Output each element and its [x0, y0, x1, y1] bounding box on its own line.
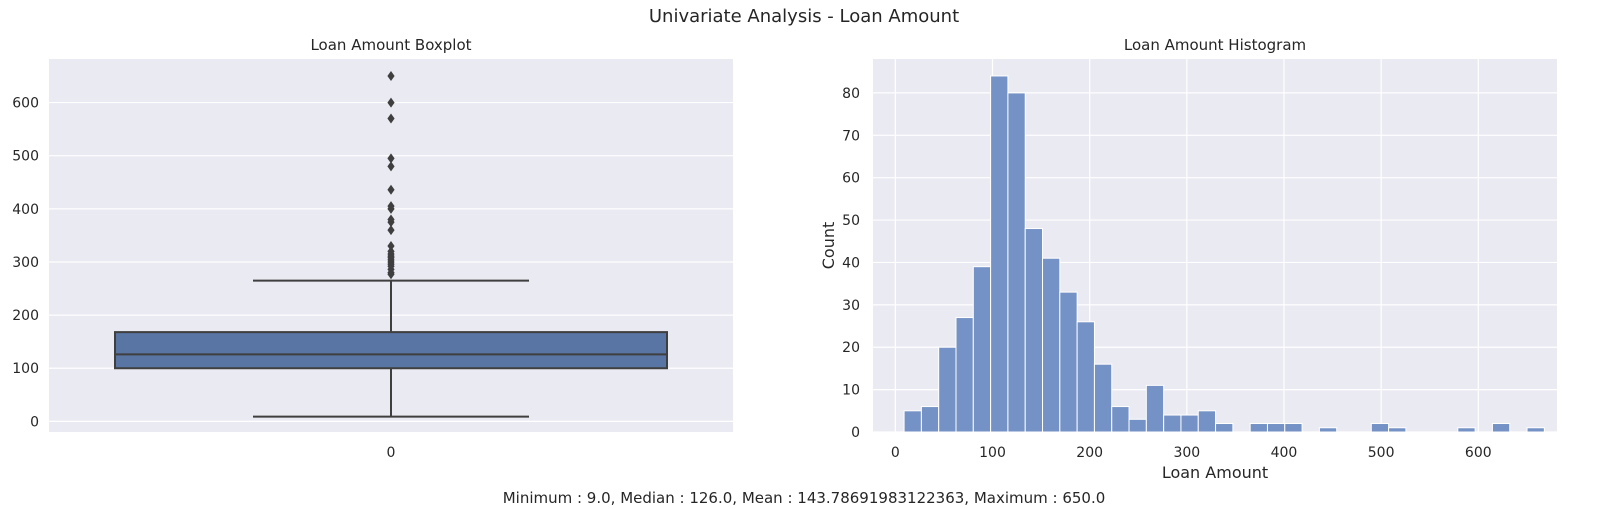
boxplot-outlier-point — [387, 161, 395, 172]
histogram-bar — [1388, 427, 1407, 433]
histogram-x-tick-label: 0 — [891, 445, 900, 461]
boxplot-marks — [114, 71, 668, 418]
boxplot-outlier-point — [387, 269, 395, 280]
boxplot-y-tick-labels: 0 100 200 300 400 500 600 — [12, 96, 39, 431]
histogram-bar — [1180, 414, 1199, 433]
histogram-bar — [1128, 418, 1147, 433]
boxplot-title: Loan Amount Boxplot — [310, 36, 471, 54]
histogram-y-tick-label: 70 — [842, 128, 860, 144]
histogram-bar — [1007, 92, 1026, 433]
histogram-y-tick-label: 60 — [842, 171, 860, 187]
histogram-bar — [938, 346, 957, 433]
histogram-bar — [1024, 228, 1044, 433]
histogram-bar — [1145, 384, 1165, 433]
boxplot-y-tick-label: 0 — [30, 414, 39, 430]
boxplot-y-tick-label: 200 — [12, 308, 39, 324]
histogram-y-tick-labels: 0 10 20 30 40 50 60 70 80 — [842, 86, 860, 441]
histogram-bar — [1093, 363, 1113, 433]
histogram-x-tick-label: 300 — [1173, 445, 1200, 461]
histogram-bars — [903, 75, 1545, 433]
boxplot-outlier-point — [387, 71, 395, 82]
boxplot-outlier-point — [387, 225, 395, 236]
histogram-y-tick-label: 30 — [842, 298, 860, 314]
histogram-bar — [903, 410, 922, 433]
histogram-x-tick-label: 100 — [979, 445, 1006, 461]
histogram-y-tick-label: 10 — [842, 383, 860, 399]
histogram-x-tick-label: 600 — [1465, 445, 1492, 461]
histogram-bar — [1318, 427, 1338, 433]
boxplot-outlier-point — [387, 217, 395, 228]
histogram-x-tick-labels: 0 100 200 300 400 500 600 — [891, 445, 1492, 461]
boxplot-y-tick-label: 500 — [12, 149, 39, 165]
histogram-bar — [1197, 410, 1217, 433]
boxplot-x-tick-labels: 0 — [387, 445, 396, 461]
boxplot-outlier-point — [387, 113, 395, 124]
histogram-y-tick-label: 40 — [842, 255, 860, 271]
figure-title: Univariate Analysis - Loan Amount — [648, 6, 960, 27]
histogram-bar — [1370, 423, 1390, 433]
histogram-bar — [972, 266, 992, 433]
boxplot-y-tick-label: 100 — [12, 361, 39, 377]
summary-caption: Minimum : 9.0, Median : 126.0, Mean : 14… — [502, 489, 1106, 507]
histogram-bar — [1215, 423, 1234, 433]
histogram-bar — [1284, 423, 1303, 433]
boxplot-outlier-point — [387, 153, 395, 164]
histogram-y-tick-label: 50 — [842, 213, 860, 229]
histogram-title: Loan Amount Histogram — [1124, 36, 1306, 54]
histogram-bar — [1249, 423, 1268, 433]
histogram-bar — [1491, 423, 1511, 433]
histogram-bar — [955, 317, 974, 433]
histogram-bar — [1163, 414, 1182, 433]
boxplot-x-tick-label: 0 — [387, 445, 396, 461]
histogram-bar — [1111, 406, 1130, 433]
boxplot-box — [114, 331, 668, 370]
histogram-x-axis-label: Loan Amount — [1162, 463, 1268, 482]
histogram-y-tick-label: 0 — [851, 425, 860, 441]
histogram-x-tick-label: 400 — [1271, 445, 1298, 461]
histogram-y-tick-label: 80 — [842, 86, 860, 102]
boxplot-outlier-point — [387, 184, 395, 195]
histogram-bar — [1076, 321, 1095, 433]
boxplot-y-tick-label: 300 — [12, 255, 39, 271]
boxplot-outlier-point — [387, 241, 395, 252]
boxplot-y-tick-label: 600 — [12, 96, 39, 112]
boxplot-y-tick-label: 400 — [12, 202, 39, 218]
boxplot-outlier-point — [387, 97, 395, 108]
histogram-x-tick-label: 200 — [1076, 445, 1103, 461]
histogram-bar — [920, 406, 940, 433]
histogram-bar — [990, 75, 1009, 433]
histogram-y-tick-label: 20 — [842, 340, 860, 356]
histogram-bar — [1526, 427, 1545, 433]
histogram-bar — [1042, 257, 1061, 433]
histogram-bar — [1457, 427, 1476, 433]
boxplot-outlier-point — [387, 203, 395, 214]
histogram-y-axis-label: Count — [819, 222, 838, 270]
histogram-panel: 0 10 20 30 40 50 60 70 80 0 100 200 300 400 500 600 Lo… — [819, 36, 1557, 482]
histogram-x-tick-label: 500 — [1368, 445, 1395, 461]
boxplot-panel: 0 100 200 300 400 500 600 0 Loan Amount Boxplo… — [12, 36, 733, 461]
histogram-bar — [1059, 291, 1078, 433]
histogram-bar — [1266, 423, 1286, 433]
